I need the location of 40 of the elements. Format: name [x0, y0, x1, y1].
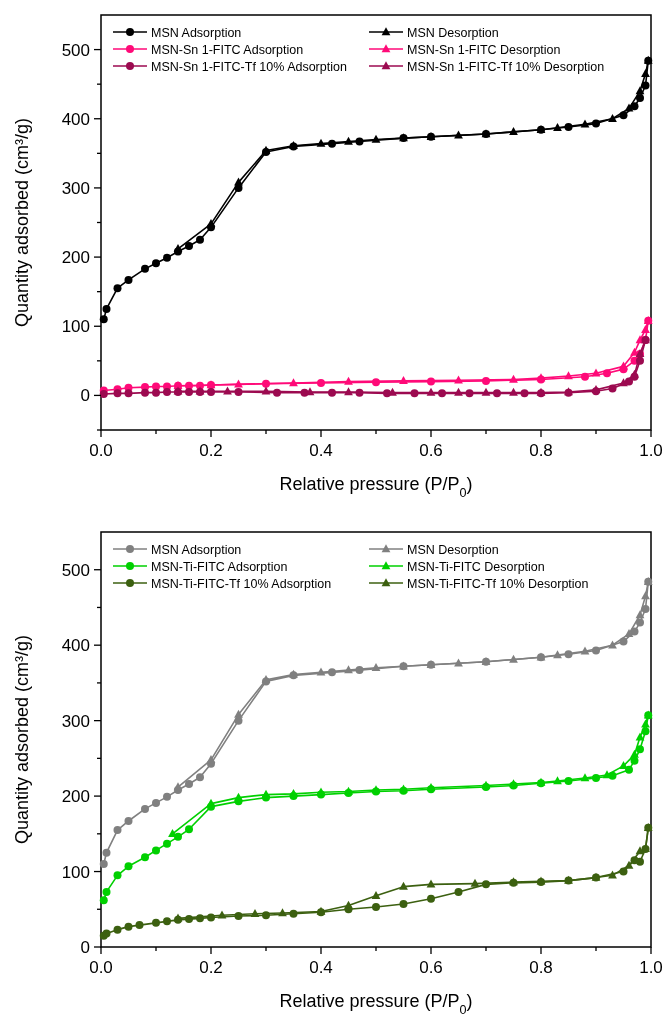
legend-label: MSN-Sn 1-FITC-Tf 10% Desorption [407, 59, 605, 74]
y-tick-label: 0 [80, 386, 90, 406]
x-tick-label: 0.4 [309, 441, 333, 460]
y-tick-label: 0 [80, 938, 90, 957]
x-tick-label: 0.2 [199, 958, 223, 977]
legend-label: MSN-Ti-FITC-Tf 10% Desorption [407, 576, 589, 591]
legend-label: MSN-Ti-FITC Desorption [407, 559, 545, 574]
y-tick-label: 400 [61, 636, 90, 656]
x-tick-label: 0.8 [529, 441, 553, 460]
legend-label: MSN-Ti-FITC-Tf 10% Adsorption [151, 576, 332, 591]
y-tick-label: 500 [61, 560, 90, 580]
x-tick-label: 0.8 [529, 958, 553, 977]
y-tick-label: 500 [61, 40, 90, 60]
legend-label: MSN Adsorption [151, 542, 242, 557]
y-tick-label: 100 [61, 862, 90, 882]
legend-label: MSN Desorption [407, 542, 499, 557]
y-tick-label: 200 [61, 248, 90, 268]
x-tick-label: 1.0 [639, 958, 663, 977]
legend-label: MSN Desorption [407, 25, 499, 40]
x-tick-label: 0.0 [89, 958, 113, 977]
x-tick-label: 0.2 [199, 441, 223, 460]
x-tick-label: 0.4 [309, 958, 333, 977]
y-tick-label: 300 [61, 711, 90, 731]
y-axis-title: Quantity adsorbed (cm³/g) [12, 634, 32, 845]
y-tick-label: 400 [61, 109, 90, 129]
legend-label: MSN-Ti-FITC Adsorption [151, 559, 288, 574]
legend-label: MSN-Sn 1-FITC Adsorption [151, 42, 304, 57]
y-tick-label: 200 [61, 787, 90, 807]
x-tick-label: 0.6 [419, 958, 443, 977]
x-tick-label: 0.0 [89, 441, 113, 460]
legend-label: MSN-Sn 1-FITC-Tf 10% Adsorption [151, 59, 347, 74]
y-axis-title: Quantity adsorbed (cm³/g) [12, 117, 32, 328]
x-axis-title: Relative pressure (P/P$_{0}$) [279, 991, 473, 1017]
y-tick-label: 100 [61, 317, 90, 337]
y-tick-label: 300 [61, 178, 90, 198]
x-tick-label: 0.6 [419, 441, 443, 460]
x-axis-title: Relative pressure (P/P$_{0}$) [279, 474, 473, 500]
x-tick-label: 1.0 [639, 441, 663, 460]
legend-label: MSN-Sn 1-FITC Desorption [407, 42, 561, 57]
legend-label: MSN Adsorption [151, 25, 242, 40]
